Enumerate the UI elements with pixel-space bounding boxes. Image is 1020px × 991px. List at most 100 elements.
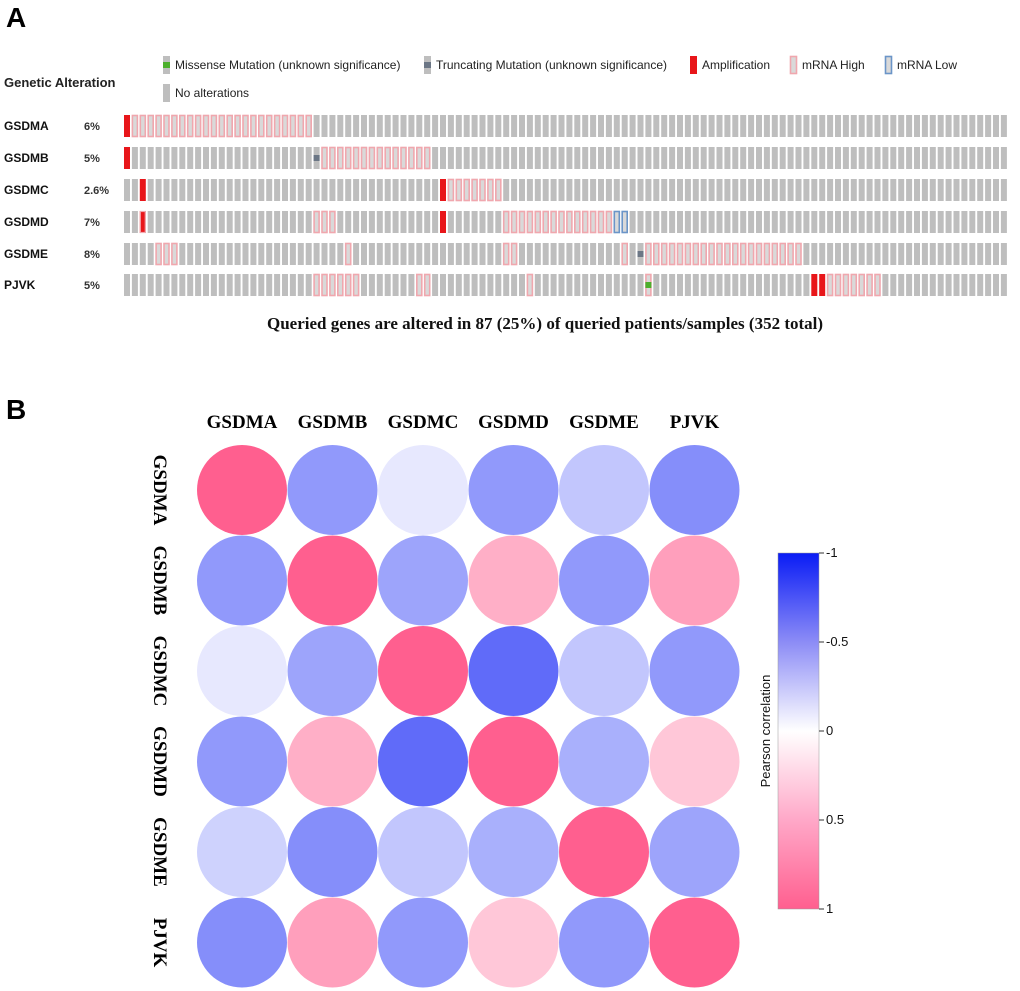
sample-cell — [147, 243, 154, 265]
colorbar-tick-label: 0 — [826, 723, 833, 738]
sample-cell — [550, 243, 557, 265]
sample-cell — [811, 211, 818, 233]
sample-cell — [898, 211, 905, 233]
sample-cell — [353, 243, 360, 265]
mrna-high-cell — [842, 273, 850, 297]
sample-cell — [368, 274, 375, 296]
sample-cell — [969, 115, 976, 137]
sample-cell — [179, 179, 186, 201]
sample-cell — [258, 147, 265, 169]
corr-cell-gsdma-pjvk — [649, 445, 740, 535]
sample-cell — [890, 274, 897, 296]
sample-cell — [1000, 243, 1007, 265]
mrna-high-cell — [771, 242, 779, 266]
mrna-high-cell — [676, 242, 684, 266]
row-label-gsdmd: GSDMD — [149, 726, 170, 797]
sample-cell — [708, 115, 715, 137]
sample-cell — [866, 179, 873, 201]
sample-cell — [914, 147, 920, 169]
sample-cell — [835, 115, 841, 137]
sample-cell — [519, 179, 525, 201]
sample-cell — [677, 179, 683, 201]
sample-cell — [993, 115, 999, 137]
sample-cell — [376, 179, 383, 201]
sample-cell — [882, 211, 889, 233]
sample-cell — [937, 179, 944, 201]
colorbar-title: Pearson correlation — [758, 675, 773, 788]
sample-cell — [661, 115, 668, 137]
corr-cell-gsdma-gsdme — [559, 445, 649, 535]
sample-cell — [613, 274, 620, 296]
sample-cell — [384, 274, 391, 296]
gene-label: GSDMB — [4, 151, 49, 165]
sample-cell — [147, 211, 154, 233]
sample-cell — [447, 115, 454, 137]
mrna-high-cell — [795, 242, 802, 266]
sample-cell — [361, 179, 367, 201]
sample-cell — [803, 147, 810, 169]
sample-cell — [985, 179, 992, 201]
corr-cell-gsdmb-gsdme — [559, 535, 649, 626]
sample-cell — [542, 147, 549, 169]
column-label-gsdmb: GSDMB — [298, 412, 368, 433]
sample-cell — [708, 274, 715, 296]
sample-cell — [408, 211, 415, 233]
mrna-high-cell — [155, 242, 162, 266]
mrna-high-cell — [597, 210, 605, 234]
sample-cell — [724, 147, 731, 169]
mrna-high-cell — [471, 178, 478, 202]
sample-cell — [795, 211, 802, 233]
sample-cell — [210, 243, 217, 265]
sample-cell — [605, 115, 612, 137]
mrna-high-cell — [621, 242, 629, 266]
sample-cell — [353, 211, 360, 233]
sample-cell — [131, 243, 138, 265]
mrna-high-cell — [352, 273, 360, 297]
sample-cell — [684, 115, 691, 137]
sample-cell — [898, 115, 905, 137]
sample-cell — [242, 274, 249, 296]
sample-cell — [526, 243, 533, 265]
mrna-high-cell — [834, 273, 842, 297]
amplification-cell — [124, 115, 130, 137]
corr-cell-pjvk-gsdmb — [287, 897, 378, 988]
amplification-cell — [811, 274, 818, 296]
sample-cell — [945, 115, 952, 137]
sample-cell — [234, 274, 241, 296]
legend-item-amp: Amplification — [690, 56, 770, 74]
sample-cell — [218, 211, 225, 233]
sample-cell — [155, 211, 162, 233]
sample-cell — [250, 211, 257, 233]
sample-cell — [361, 274, 367, 296]
sample-cell — [163, 211, 170, 233]
sample-cell — [787, 179, 794, 201]
mrna-high-cell — [273, 114, 281, 138]
sample-cell — [258, 274, 265, 296]
corr-cell-gsdmb-pjvk — [649, 535, 740, 626]
sample-cell — [748, 115, 755, 137]
sample-cell — [187, 211, 194, 233]
sample-cell — [953, 115, 960, 137]
legend-swatch — [690, 56, 697, 74]
sample-cell — [819, 147, 826, 169]
sample-cell — [384, 179, 391, 201]
mrna-high-cell — [171, 242, 178, 266]
corr-cell-gsdmd-gsdma — [197, 716, 287, 807]
gene-label: GSDMC — [4, 183, 49, 197]
sample-cell — [582, 147, 589, 169]
corr-cell-gsdmb-gsdma — [197, 535, 287, 626]
sample-cell — [416, 243, 423, 265]
sample-cell — [708, 147, 715, 169]
sample-cell — [621, 274, 628, 296]
corr-cell-gsdmb-gsdmd — [468, 535, 559, 626]
sample-cell — [795, 115, 802, 137]
mrna-high-cell — [360, 146, 368, 170]
sample-cell — [503, 179, 510, 201]
sample-cell — [740, 147, 747, 169]
sample-cell — [432, 179, 439, 201]
mrna-high-cell — [605, 210, 613, 234]
sample-cell — [969, 211, 976, 233]
sample-cell — [700, 274, 707, 296]
sample-cell — [945, 179, 952, 201]
